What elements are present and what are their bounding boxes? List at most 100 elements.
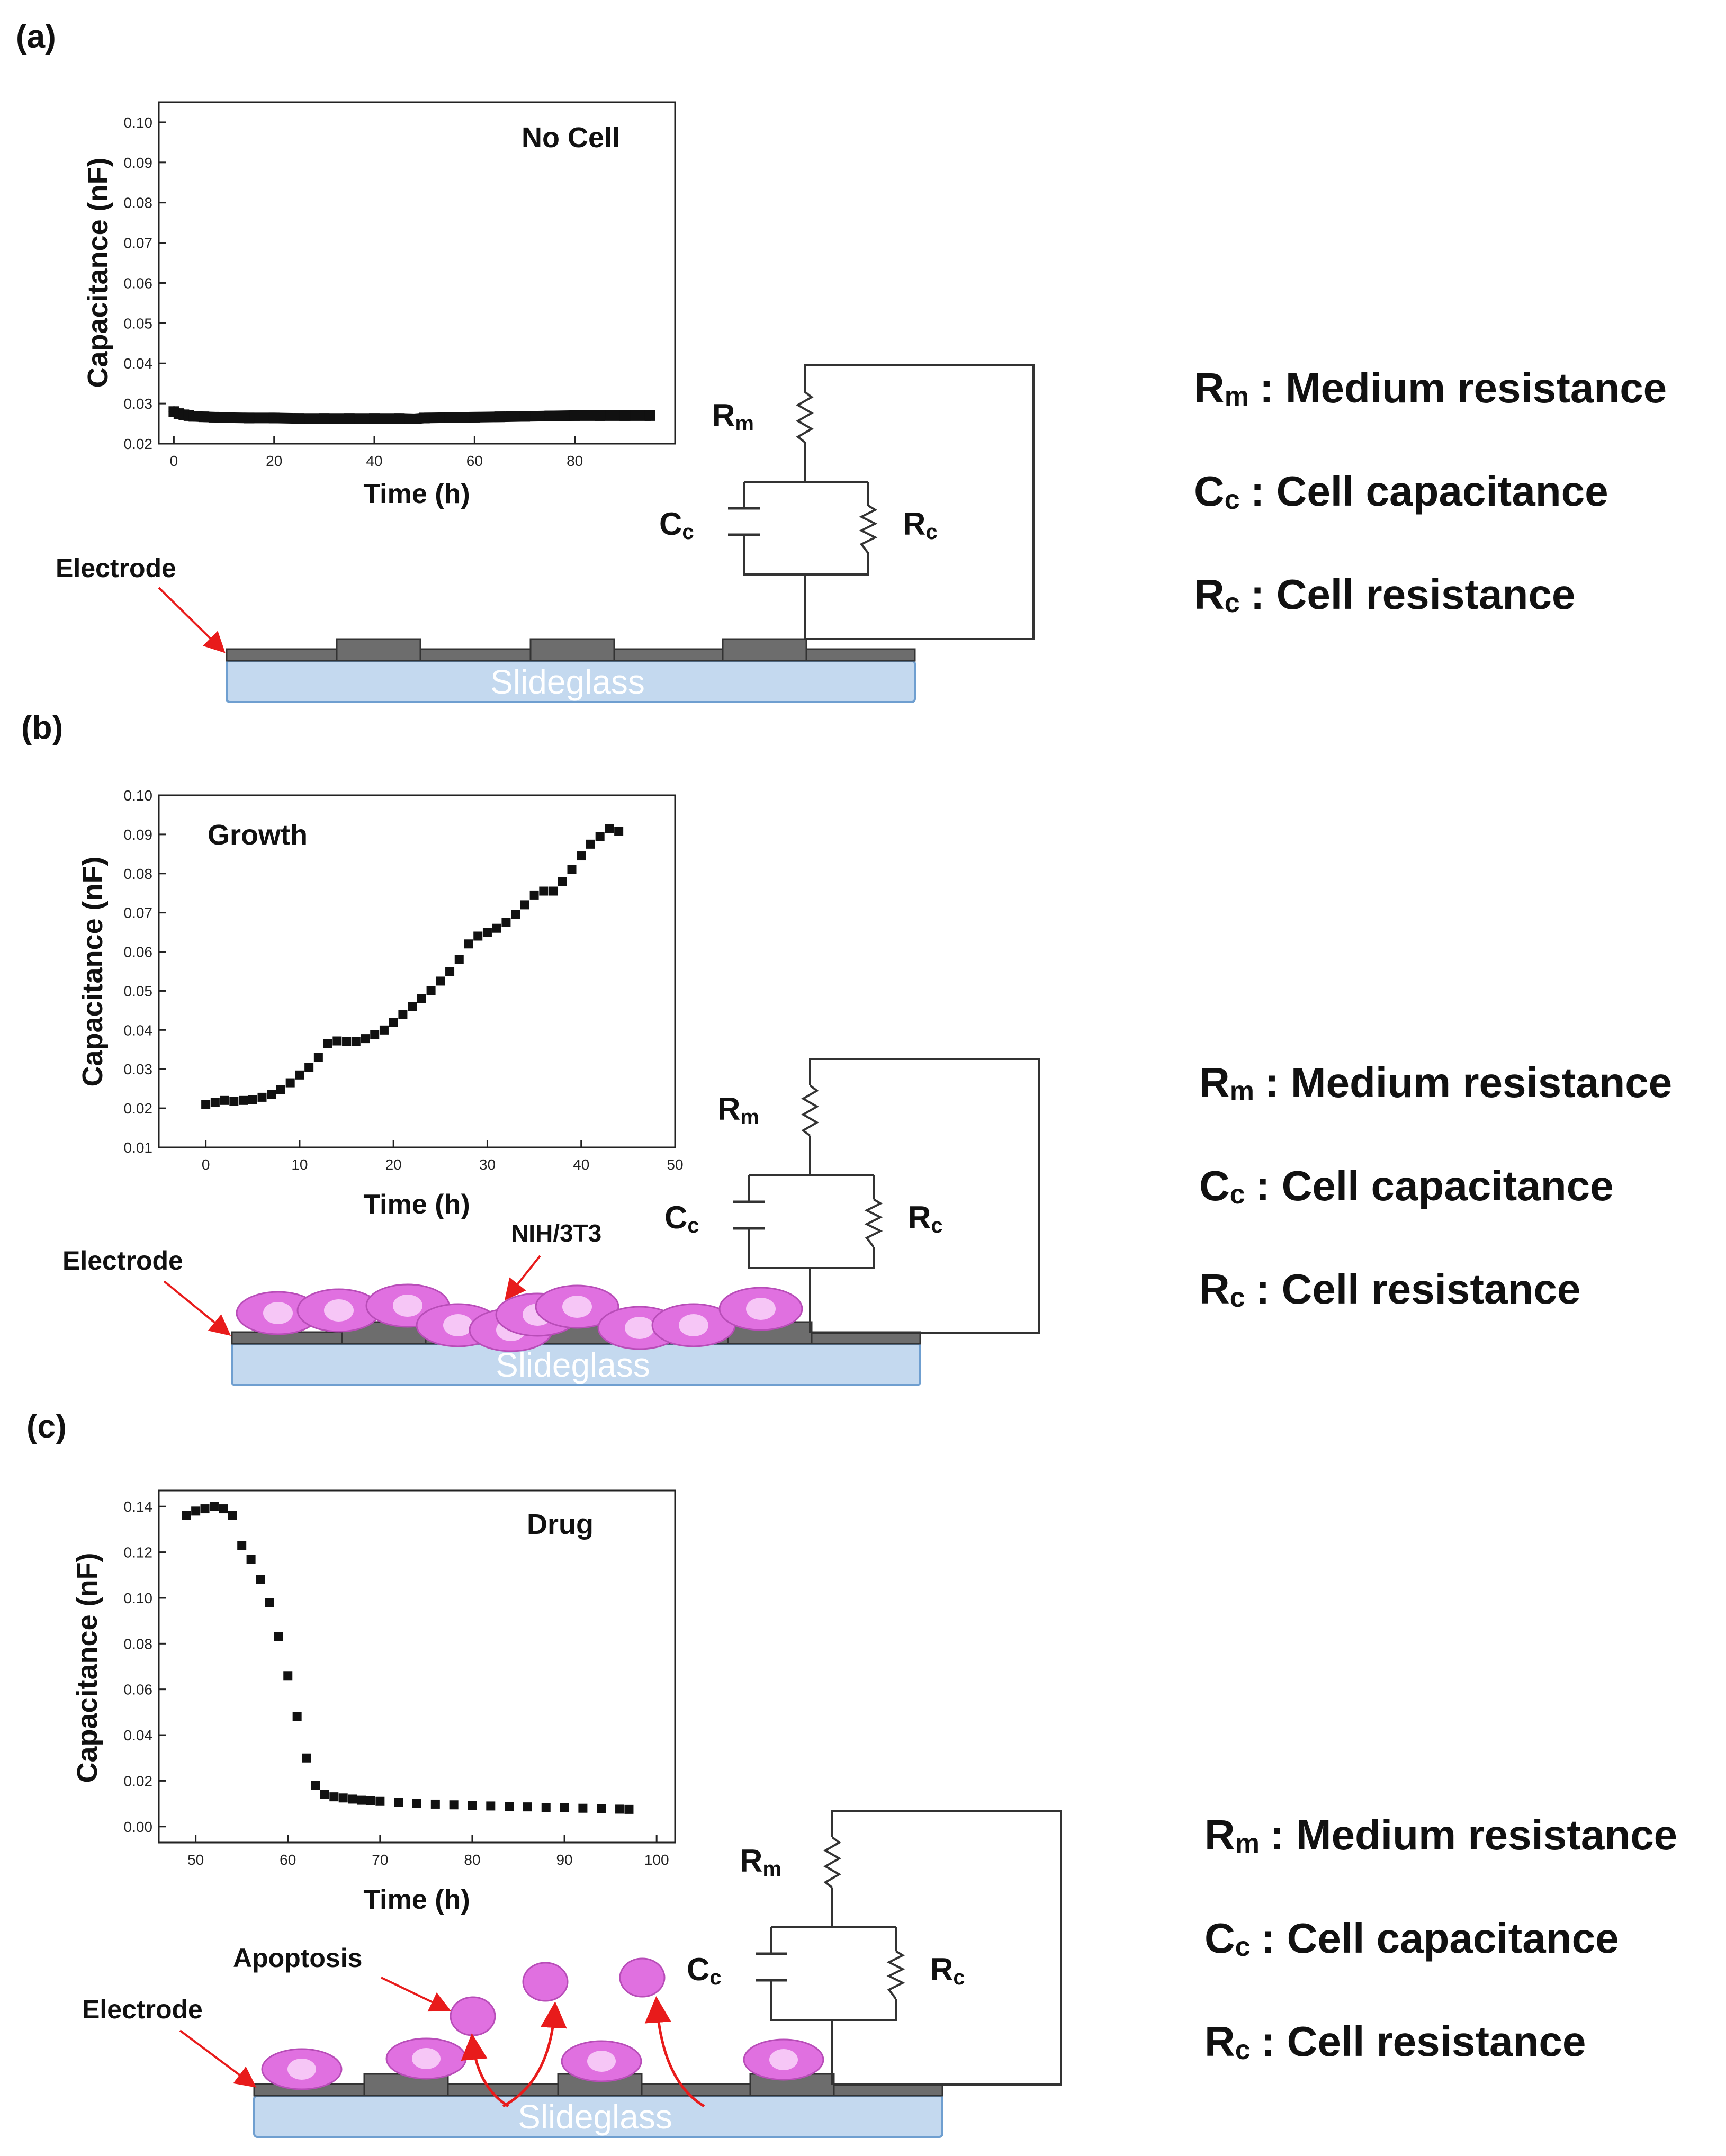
legend-c: Rm: Medium resistance Cc: Cell capacitan… — [1204, 1811, 1677, 2065]
data-point — [469, 411, 480, 423]
legend-rc: Rc: Cell resistance — [1194, 571, 1575, 618]
data-points — [168, 406, 655, 424]
panel-label-a: (a) — [16, 19, 56, 55]
data-point — [188, 411, 200, 422]
cell-nucleus — [562, 1296, 592, 1318]
electrode-arrow — [179, 2029, 257, 2088]
rc-subscript: c — [931, 1214, 942, 1237]
inset-title: Drug — [527, 1508, 594, 1540]
data-point — [389, 1018, 398, 1027]
cell-type-label: NIH/3T3 — [511, 1219, 601, 1247]
y-tick-label: 0.10 — [124, 1590, 153, 1606]
y-tick-label: 0.08 — [124, 866, 153, 882]
legend-text: : Cell capacitance — [1256, 1162, 1614, 1209]
legend-rc: Rc: Cell resistance — [1204, 2018, 1586, 2065]
y-tick-label: 0.09 — [124, 827, 153, 843]
x-tick-label: 20 — [385, 1156, 402, 1173]
rm-symbol: R — [740, 1843, 762, 1879]
schematic-a: Slideglass Electrode — [56, 553, 916, 703]
y-tick-label: 0.02 — [124, 1773, 153, 1789]
rc-symbol: R — [930, 1952, 953, 1987]
data-point — [201, 1100, 211, 1109]
legend-rm: Rm: Medium resistance — [1204, 1811, 1677, 1859]
cell-nucleus — [679, 1314, 708, 1336]
data-point — [529, 890, 539, 900]
x-tick-label: 0 — [170, 453, 178, 469]
y-tick-label: 0.03 — [124, 1061, 153, 1077]
cc-symbol: C — [664, 1200, 687, 1235]
legend-cc: Cc: Cell capacitance — [1199, 1162, 1614, 1210]
cc-symbol: C — [659, 506, 682, 542]
data-point — [520, 900, 529, 910]
apoptotic-cell — [450, 1996, 496, 2036]
data-point — [199, 411, 210, 423]
legend-symbol: C — [1204, 1915, 1235, 1962]
inset-title: No Cell — [522, 122, 620, 154]
legend-symbol: R — [1199, 1059, 1230, 1106]
legend-subscript: m — [1235, 1828, 1260, 1859]
circuit-a: Rm Cc Rc — [659, 364, 1035, 640]
data-point — [539, 886, 549, 896]
x-tick-label: 100 — [644, 1852, 669, 1868]
data-point — [595, 832, 605, 841]
electrode-label: Electrode — [56, 553, 176, 583]
data-point — [426, 986, 436, 995]
data-point — [239, 1095, 248, 1105]
rm-label: Rm — [717, 1091, 759, 1129]
data-point — [320, 1790, 329, 1799]
y-tick-label: 0.04 — [124, 1727, 153, 1744]
panel-label-b: (b) — [21, 709, 63, 746]
data-point — [468, 1801, 477, 1810]
apoptotic-cell — [619, 1957, 666, 1998]
y-tick-label: 0.02 — [124, 436, 153, 452]
cc-subscript: c — [682, 520, 694, 544]
legend-cc: Cc: Cell capacitance — [1204, 1915, 1619, 1962]
y-axis-label: Capacitance (nF) — [82, 157, 114, 388]
slideglass-label: Slideglass — [496, 1346, 650, 1384]
data-point — [182, 1511, 191, 1520]
data-point — [274, 1632, 283, 1641]
plot-frame — [158, 794, 676, 1148]
legend-symbol: R — [1194, 571, 1225, 618]
cc-label: Cc — [687, 1952, 722, 1989]
cell-pointer-arrow — [505, 1255, 541, 1301]
data-point — [219, 1504, 228, 1514]
rc-resistor-symbol — [886, 1950, 905, 2000]
y-tick-label: 0.14 — [124, 1498, 153, 1515]
data-point — [338, 1793, 348, 1803]
parallel-branch — [770, 1926, 897, 2021]
data-point — [408, 1002, 417, 1011]
legend-rm: Rm: Medium resistance — [1199, 1059, 1672, 1107]
y-tick-label: 0.10 — [124, 787, 153, 804]
electrode-finger — [529, 638, 615, 662]
y-axis-label: Capacitance (nF) — [77, 856, 109, 1086]
chart-no-cell: 0.02 0.03 0.04 0.05 0.06 0.07 0.08 0.09 0.10 0 20… — [82, 101, 676, 509]
rc-subscript: c — [953, 1966, 965, 1989]
data-point — [295, 1070, 304, 1080]
data-point — [615, 1804, 625, 1814]
data-point — [417, 994, 426, 1003]
legend-symbol: C — [1194, 468, 1225, 515]
cell-nucleus — [287, 2059, 316, 2080]
legend-text: : Cell capacitance — [1261, 1915, 1619, 1962]
legend-subscript: c — [1230, 1282, 1245, 1313]
y-tick-label: 0.09 — [124, 155, 153, 171]
y-tick-label: 0.06 — [124, 275, 153, 291]
data-point — [577, 851, 586, 861]
x-tick-label: 0 — [202, 1156, 210, 1173]
data-point — [449, 1800, 459, 1810]
rm-subscript: m — [762, 1857, 781, 1881]
data-point — [351, 1037, 361, 1046]
schematic-b: Slideglass Electrode NIH/3T3 — [62, 1219, 921, 1386]
circuit-wire — [809, 1058, 1040, 1334]
data-point — [209, 1502, 219, 1511]
data-point — [348, 1794, 357, 1804]
legend-cc: Cc: Cell capacitance — [1194, 468, 1608, 515]
cell-layer — [236, 1283, 803, 1352]
data-point — [342, 1037, 352, 1046]
data-point — [209, 411, 220, 423]
data-point — [329, 1792, 339, 1802]
electrode-label: Electrode — [82, 1995, 203, 2024]
legend-a: Rm: Medium resistance Cc: Cell capacitan… — [1194, 364, 1667, 618]
x-tick-label: 50 — [187, 1852, 204, 1868]
